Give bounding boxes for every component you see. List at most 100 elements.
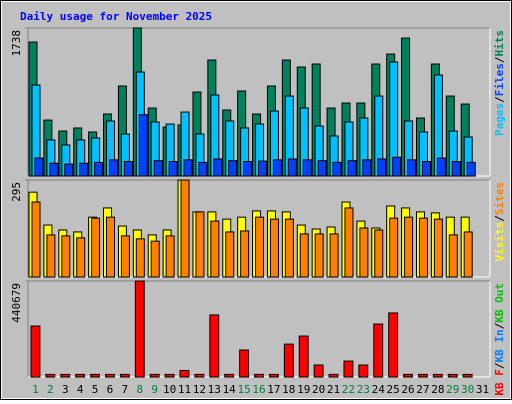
bar (269, 218, 279, 278)
bar (225, 231, 235, 278)
bar (358, 364, 369, 378)
x-tick-label: 12 (193, 383, 206, 396)
legend: Pages/Files/Hits (493, 30, 506, 136)
bar (329, 233, 339, 278)
bar (421, 161, 431, 177)
bar (91, 217, 101, 278)
x-tick-label: 20 (312, 383, 325, 396)
x-tick-label: 28 (431, 383, 444, 396)
legend: Visits/Sites (493, 182, 506, 262)
bar (164, 373, 175, 378)
bar (272, 159, 282, 177)
bar (183, 159, 193, 177)
bar (298, 335, 309, 378)
bar (463, 231, 473, 278)
bar (243, 161, 253, 177)
bar (462, 373, 473, 378)
x-tick-label: 5 (92, 383, 99, 396)
legend-label: KB Out (493, 283, 506, 323)
bar (45, 373, 56, 378)
legend-label: Hits (493, 30, 506, 57)
bar (210, 220, 220, 278)
x-tick-label: 3 (62, 383, 69, 396)
bar (198, 161, 208, 177)
bar (466, 161, 476, 177)
bar (343, 360, 354, 378)
bar (109, 159, 119, 177)
bar (76, 237, 86, 278)
bar (258, 160, 268, 177)
bar (359, 227, 369, 278)
bar (314, 233, 324, 278)
legend-label: / (493, 215, 506, 222)
x-tick-label: 13 (208, 383, 221, 396)
bar (313, 364, 324, 378)
x-tick-label: 11 (178, 383, 191, 396)
legend-label: / (493, 322, 506, 329)
x-tick-label: 4 (77, 383, 84, 396)
x-tick-label: 29 (446, 383, 459, 396)
legend: KB F/KB In/KB Out (493, 283, 506, 396)
bar (195, 211, 205, 278)
x-tick-label: 1 (32, 383, 39, 396)
x-tick-label: 8 (136, 383, 143, 396)
bar (403, 373, 413, 378)
x-tick-label: 14 (223, 383, 237, 396)
bar (180, 179, 190, 278)
x-tick-label: 18 (282, 383, 295, 396)
bar (134, 280, 145, 378)
bar (388, 312, 399, 378)
bar (90, 373, 101, 378)
x-tick-label: 15 (237, 383, 250, 396)
x-tick-label: 19 (297, 383, 310, 396)
bar (34, 157, 44, 177)
bar (448, 234, 458, 278)
bar (106, 216, 116, 278)
x-tick-label: 30 (461, 383, 474, 396)
bar (404, 216, 414, 278)
bar (120, 235, 130, 278)
bar (433, 218, 443, 278)
legend-label: KB In (493, 329, 506, 362)
bar (31, 201, 41, 278)
bar (213, 158, 223, 177)
bar (240, 230, 250, 278)
bar (194, 373, 205, 378)
bar (447, 373, 458, 378)
bar (224, 373, 235, 378)
bar (287, 158, 297, 177)
bar (377, 158, 387, 177)
x-tick-label: 26 (401, 383, 414, 396)
legend-label: Sites (493, 182, 506, 215)
bar (209, 314, 220, 378)
bar (60, 373, 71, 378)
bar (432, 373, 443, 378)
bar (332, 161, 342, 177)
bar (46, 234, 56, 278)
bar (417, 373, 428, 378)
legend-label: Files (493, 63, 506, 96)
bar (94, 161, 104, 177)
bar (168, 161, 178, 177)
x-tick-label: 17 (267, 383, 280, 396)
chart-title: Daily usage for November 2025 (20, 10, 212, 23)
bar (347, 160, 357, 177)
bar (418, 217, 428, 278)
bar (61, 235, 71, 278)
x-tick-label: 2 (47, 383, 54, 396)
bar (299, 233, 309, 278)
bar (153, 160, 163, 177)
legend-label: / (493, 56, 506, 63)
y-tick-label: 440679 (10, 283, 23, 323)
bar (150, 240, 160, 278)
x-tick-label: 10 (163, 383, 176, 396)
x-tick-label: 22 (342, 383, 355, 396)
legend-label: KB F (493, 369, 506, 396)
x-tick-label: 24 (372, 383, 386, 396)
bar (374, 229, 384, 278)
legend-label: Pages (493, 103, 506, 136)
bar (255, 216, 265, 278)
x-tick-label: 21 (327, 383, 340, 396)
bar (119, 373, 130, 378)
